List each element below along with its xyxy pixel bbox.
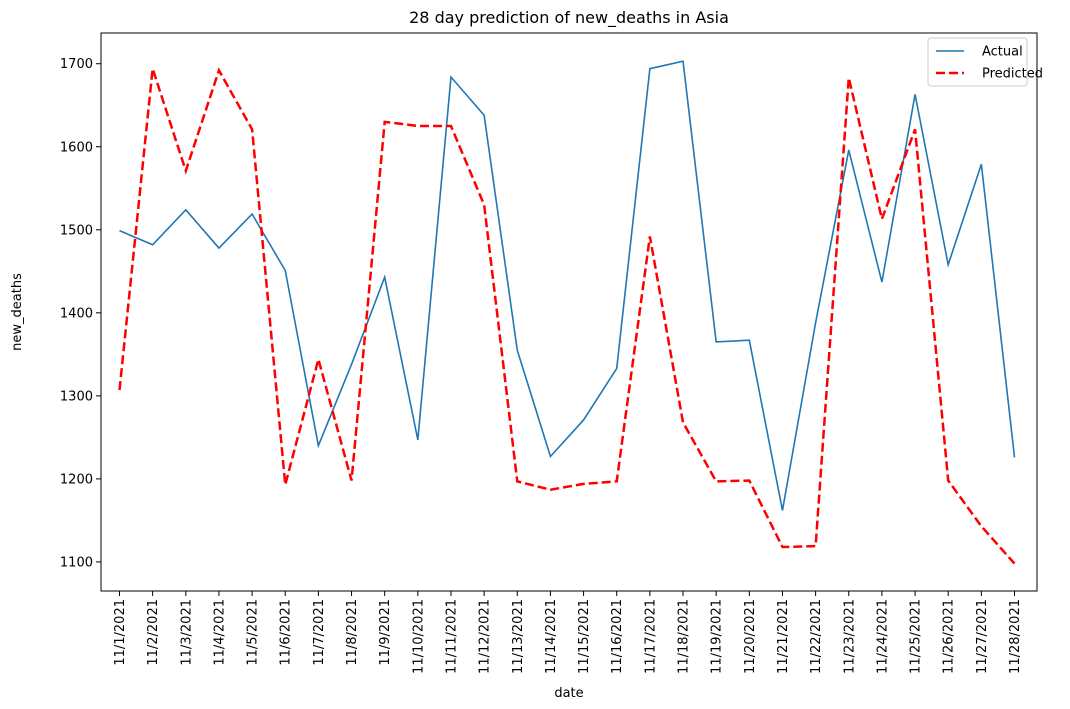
x-tick-label: 11/24/2021	[875, 599, 890, 674]
y-tick-label: 1600	[60, 140, 93, 155]
y-tick-label: 1500	[60, 223, 93, 238]
x-tick-label: 11/20/2021	[743, 599, 758, 674]
x-axis-label: date	[554, 686, 583, 701]
x-tick-label: 11/5/2021	[246, 599, 261, 666]
x-tick-label: 11/1/2021	[113, 599, 128, 666]
x-tick-label: 11/22/2021	[809, 599, 824, 674]
chart-title: 28 day prediction of new_deaths in Asia	[409, 8, 729, 28]
x-tick-label: 11/26/2021	[942, 599, 957, 674]
x-tick-label: 11/12/2021	[478, 599, 493, 674]
x-tick-label: 11/8/2021	[345, 599, 360, 666]
x-tick-label: 11/21/2021	[776, 599, 791, 674]
y-tick-label: 1700	[60, 57, 93, 72]
plot-area: 1100 1200 1300 1400 1500 1600 1700 11/1/2021 11/…	[60, 32, 1038, 674]
x-tick-label: 11/14/2021	[544, 599, 559, 674]
x-tick-label: 11/18/2021	[677, 599, 692, 674]
x-tick-label: 11/9/2021	[378, 599, 393, 666]
x-tick-label: 11/4/2021	[212, 599, 227, 666]
y-tick-label: 1400	[60, 306, 93, 321]
x-tick-label: 11/16/2021	[610, 599, 625, 674]
legend-label-predicted: Predicted	[982, 67, 1043, 82]
legend-label-actual: Actual	[982, 45, 1023, 60]
x-tick-label: 11/7/2021	[312, 599, 327, 666]
x-tick-label: 11/11/2021	[444, 599, 459, 674]
x-tick-label: 11/23/2021	[842, 599, 857, 674]
x-tick-label: 11/17/2021	[643, 599, 658, 674]
y-axis-label: new_deaths	[10, 273, 25, 351]
plot-frame	[100, 32, 1038, 592]
series-line-actual	[119, 60, 1016, 511]
series-line-predicted	[118, 67, 1016, 565]
x-tick-label: 11/15/2021	[577, 599, 592, 674]
x-tick-label: 11/3/2021	[179, 599, 194, 666]
x-tick-label: 11/28/2021	[1008, 599, 1023, 674]
x-tick-label: 11/6/2021	[279, 599, 294, 666]
x-tick-label: 11/19/2021	[710, 599, 725, 674]
x-tick-label: 11/10/2021	[411, 599, 426, 674]
y-tick-label: 1200	[60, 472, 93, 487]
x-tick-label: 11/2/2021	[146, 599, 161, 666]
x-tick-label: 11/13/2021	[511, 599, 526, 674]
y-tick-label: 1300	[60, 389, 93, 404]
legend: Actual Predicted	[927, 37, 1043, 87]
y-tick-label: 1100	[60, 555, 93, 570]
x-tick-label: 11/25/2021	[909, 599, 924, 674]
x-tick-label: 11/27/2021	[975, 599, 990, 674]
